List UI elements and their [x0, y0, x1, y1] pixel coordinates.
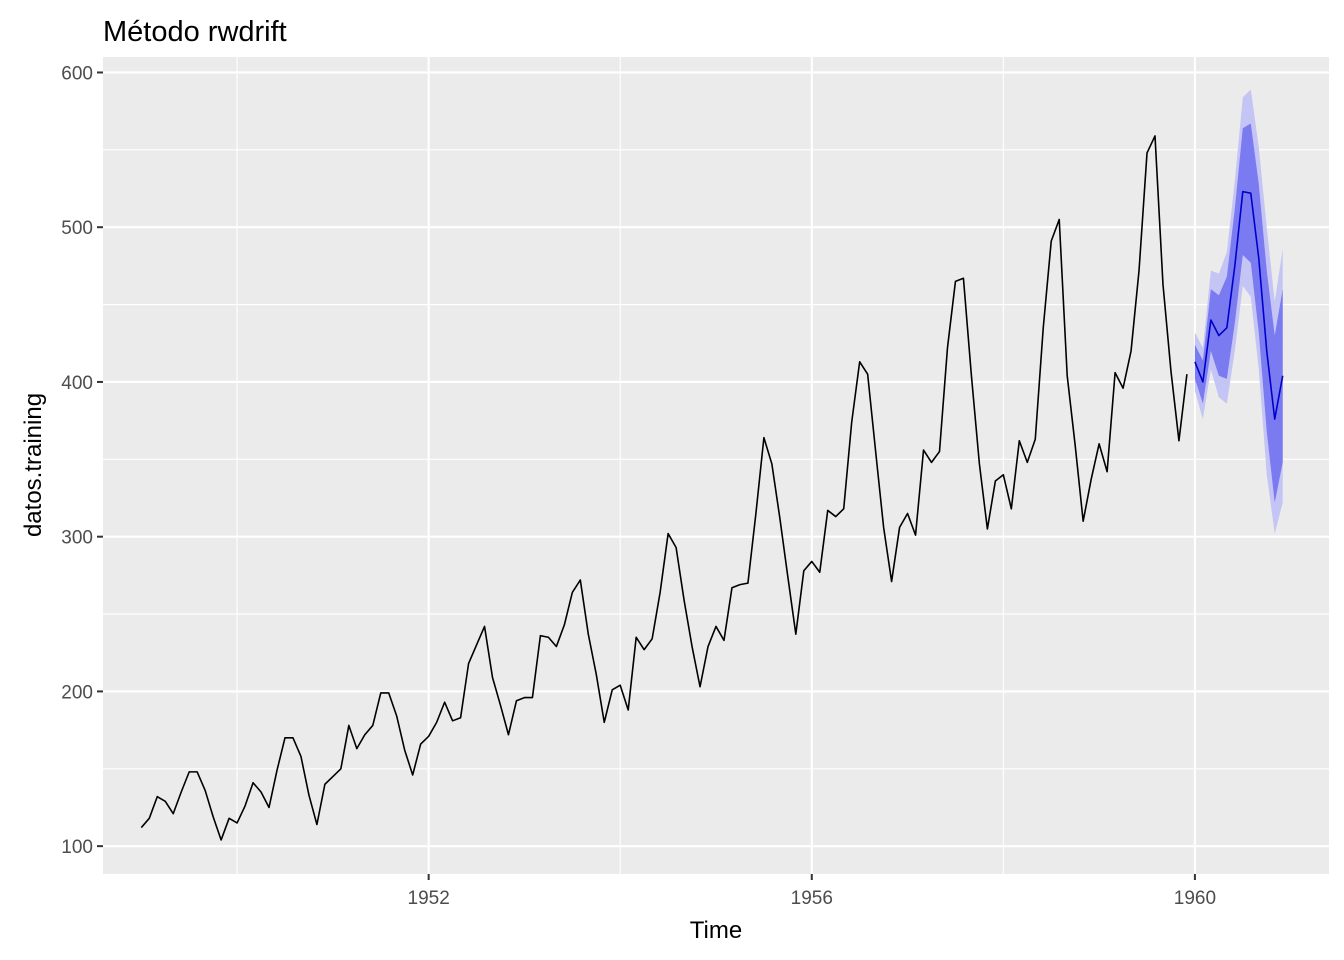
- observed-line: [140, 135, 1188, 841]
- x-tick-label: 1952: [408, 888, 450, 909]
- y-tick-label: 600: [61, 63, 93, 84]
- x-tick-label: 1956: [791, 888, 833, 909]
- forecast-interval-80: [1194, 123, 1283, 503]
- forecast-interval-95: [1194, 89, 1283, 534]
- minor-gridlines: [103, 57, 1329, 874]
- x-axis: 1952 1956 1960: [408, 874, 1216, 909]
- forecast-band-95: [1194, 89, 1283, 534]
- x-axis-title: Time: [690, 917, 742, 944]
- forecast-band-80: [1194, 123, 1283, 503]
- plot-panel: [103, 57, 1329, 874]
- y-tick-label: 400: [61, 373, 93, 394]
- y-axis-title: datos.training: [20, 393, 47, 537]
- y-tick-label: 300: [61, 528, 93, 549]
- y-tick-label: 200: [61, 682, 93, 703]
- y-tick-label: 100: [61, 837, 93, 858]
- major-gridlines: [103, 57, 1329, 874]
- forecast-line: [1194, 190, 1284, 420]
- y-axis: 100 200 300 400 500 600: [61, 63, 103, 858]
- x-tick-label: 1960: [1174, 888, 1216, 909]
- series-lines: [140, 135, 1284, 841]
- chart-title: Método rwdrift: [103, 16, 287, 48]
- y-tick-label: 500: [61, 218, 93, 239]
